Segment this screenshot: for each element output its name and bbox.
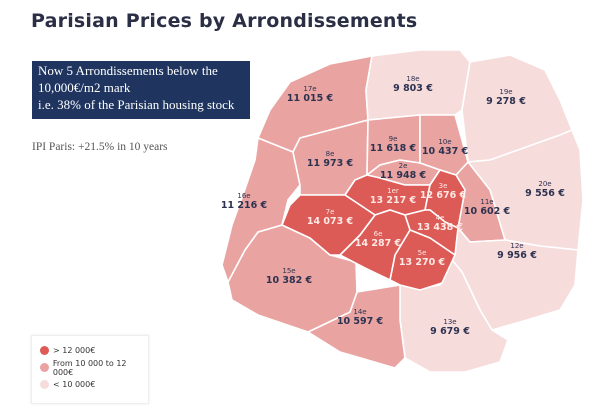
arrondissement-number: 18e xyxy=(406,75,419,83)
arrondissement-number: 14e xyxy=(353,308,366,316)
legend: > 12 000€ From 10 000 to 12 000€ < 10 00… xyxy=(31,335,149,404)
arrondissement-price: 9 679 € xyxy=(430,326,470,337)
legend-item-low: < 10 000€ xyxy=(40,376,148,393)
callout-line: Now 5 Arrondissements below the xyxy=(38,63,218,78)
arrondissement-price: 9 803 € xyxy=(393,83,433,94)
arrondissement-number: 20e xyxy=(538,180,551,188)
arrondissement-number: 2e xyxy=(399,162,408,170)
arrondissement-number: 5e xyxy=(418,249,427,257)
legend-swatch xyxy=(40,346,49,355)
arrondissement-price: 13 217 € xyxy=(370,195,416,206)
arrondissement-number: 15e xyxy=(282,267,295,275)
arrondissement-price: 13 438 € xyxy=(417,222,463,233)
arrondissement-price: 10 382 € xyxy=(266,275,312,286)
arrondissement-number: 9e xyxy=(389,135,398,143)
arrondissement-price: 10 602 € xyxy=(464,206,510,217)
arrondissement-number: 12e xyxy=(510,242,523,250)
arrondissement-price: 11 618 € xyxy=(370,143,416,154)
arrondissement-number: 17e xyxy=(303,85,316,93)
legend-label: From 10 000 to 12 000€ xyxy=(52,358,127,377)
arrondissement-number: 19e xyxy=(499,88,512,96)
legend-label: < 10 000€ xyxy=(53,380,96,389)
arrondissement-number: 4e xyxy=(436,214,445,222)
arrondissement-shape xyxy=(365,49,471,121)
ipi-note: IPI Paris: +21.5% in 10 years xyxy=(32,141,168,153)
arrondissement-number: 10e xyxy=(438,138,451,146)
legend-item-high: > 12 000€ xyxy=(40,342,148,359)
arrondissement-number: 8e xyxy=(326,150,335,158)
arrondissement-price: 9 556 € xyxy=(525,188,565,199)
arrondissement-number: 3e xyxy=(439,182,448,190)
legend-label: > 12 000€ xyxy=(53,346,96,355)
legend-swatch xyxy=(40,363,49,372)
arrondissement-price: 11 015 € xyxy=(287,93,333,104)
legend-swatch xyxy=(40,380,49,389)
page-title: Parisian Prices by Arrondissements xyxy=(31,10,418,32)
arrondissement-price: 11 973 € xyxy=(307,158,353,169)
arrondissement-7 xyxy=(281,194,376,256)
arrondissement-price: 13 270 € xyxy=(399,257,445,268)
arrondissement-price: 10 437 € xyxy=(422,146,468,157)
callout-box: Now 5 Arrondissements below the 10,000€/… xyxy=(32,61,250,119)
arrondissement-price: 14 073 € xyxy=(307,216,353,227)
arrondissement-price: 11 948 € xyxy=(380,170,426,181)
arrondissement-number: 16e xyxy=(237,192,250,200)
callout-line: 10,000€/m2 mark xyxy=(38,80,131,95)
arrondissement-number: 13e xyxy=(443,318,456,326)
arrondissement-price: 11 216 € xyxy=(221,200,267,211)
arrondissement-shape xyxy=(281,194,376,256)
arrondissement-price: 14 287 € xyxy=(355,238,401,249)
legend-item-mid: From 10 000 to 12 000€ xyxy=(40,358,148,377)
arrondissement-number: 7e xyxy=(326,208,335,216)
arrondissement-number: 1er xyxy=(387,187,399,195)
arrondissement-number: 11e xyxy=(480,198,493,206)
arrondissement-price: 10 597 € xyxy=(337,316,383,327)
callout-line: i.e. 38% of the Parisian housing stock xyxy=(38,97,235,112)
arrondissement-18 xyxy=(365,49,471,121)
arrondissement-price: 12 676 € xyxy=(420,190,466,201)
arrondissement-price: 9 956 € xyxy=(497,250,537,261)
arrondissement-number: 6e xyxy=(374,230,383,238)
arrondissement-price: 9 278 € xyxy=(486,96,526,107)
